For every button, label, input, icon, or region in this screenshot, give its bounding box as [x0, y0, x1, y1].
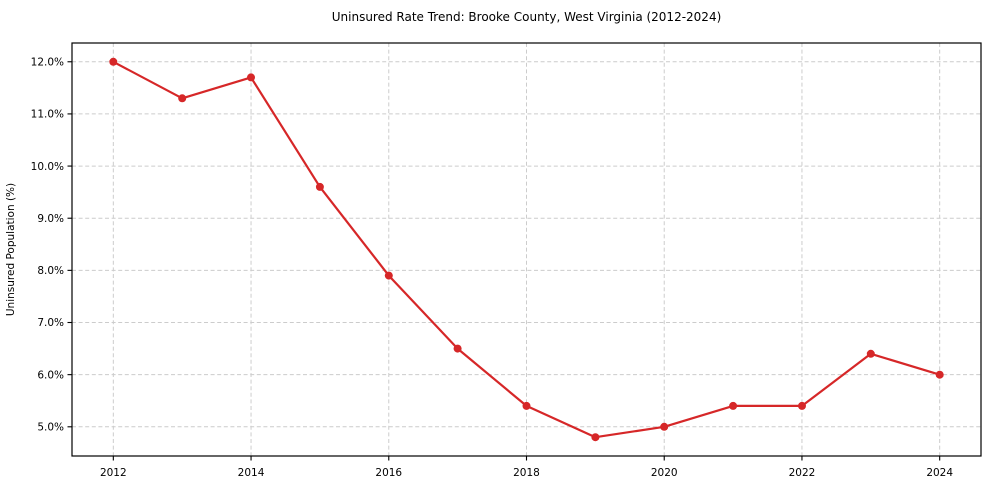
y-tick-label: 8.0%: [37, 265, 64, 277]
data-point-marker: [935, 370, 944, 379]
y-axis-title: Uninsured Population (%): [5, 183, 17, 316]
data-point-marker: [729, 401, 738, 410]
y-tick-label: 12.0%: [31, 56, 64, 68]
data-point-marker: [591, 433, 600, 442]
data-point-marker: [315, 182, 324, 191]
data-point-marker: [384, 271, 393, 280]
chart-series: [109, 57, 944, 442]
data-point-marker: [522, 401, 531, 410]
data-point-marker: [866, 349, 875, 358]
x-tick-label: 2018: [513, 467, 540, 479]
y-tick-label: 6.0%: [37, 369, 64, 381]
x-tick-label: 2016: [375, 467, 402, 479]
y-tick-label: 10.0%: [31, 161, 64, 173]
x-tick-label: 2014: [238, 467, 265, 479]
chart-gridlines: [72, 43, 981, 456]
data-point-marker: [798, 401, 806, 410]
y-tick-label: 9.0%: [37, 213, 64, 225]
y-tick-label: 11.0%: [31, 109, 64, 121]
plot-border: [71, 42, 982, 457]
y-tick-label: 5.0%: [37, 421, 64, 433]
x-tick-label: 2022: [789, 467, 816, 479]
data-point-marker: [109, 57, 118, 66]
data-point-marker: [453, 344, 462, 353]
chart-title: Uninsured Rate Trend: Brooke County, Wes…: [332, 10, 722, 24]
chart-axes: 2012 2014 2016 2018 2020 2022 2024 5.0% 6.0% 7.0%…: [31, 56, 954, 479]
x-tick-label: 2020: [651, 467, 678, 479]
x-tick-label: 2012: [100, 467, 127, 479]
data-point-marker: [247, 73, 255, 82]
x-tick-label: 2024: [926, 467, 953, 479]
y-tick-label: 7.0%: [37, 317, 64, 329]
data-point-marker: [178, 94, 187, 103]
data-point-marker: [660, 422, 669, 431]
